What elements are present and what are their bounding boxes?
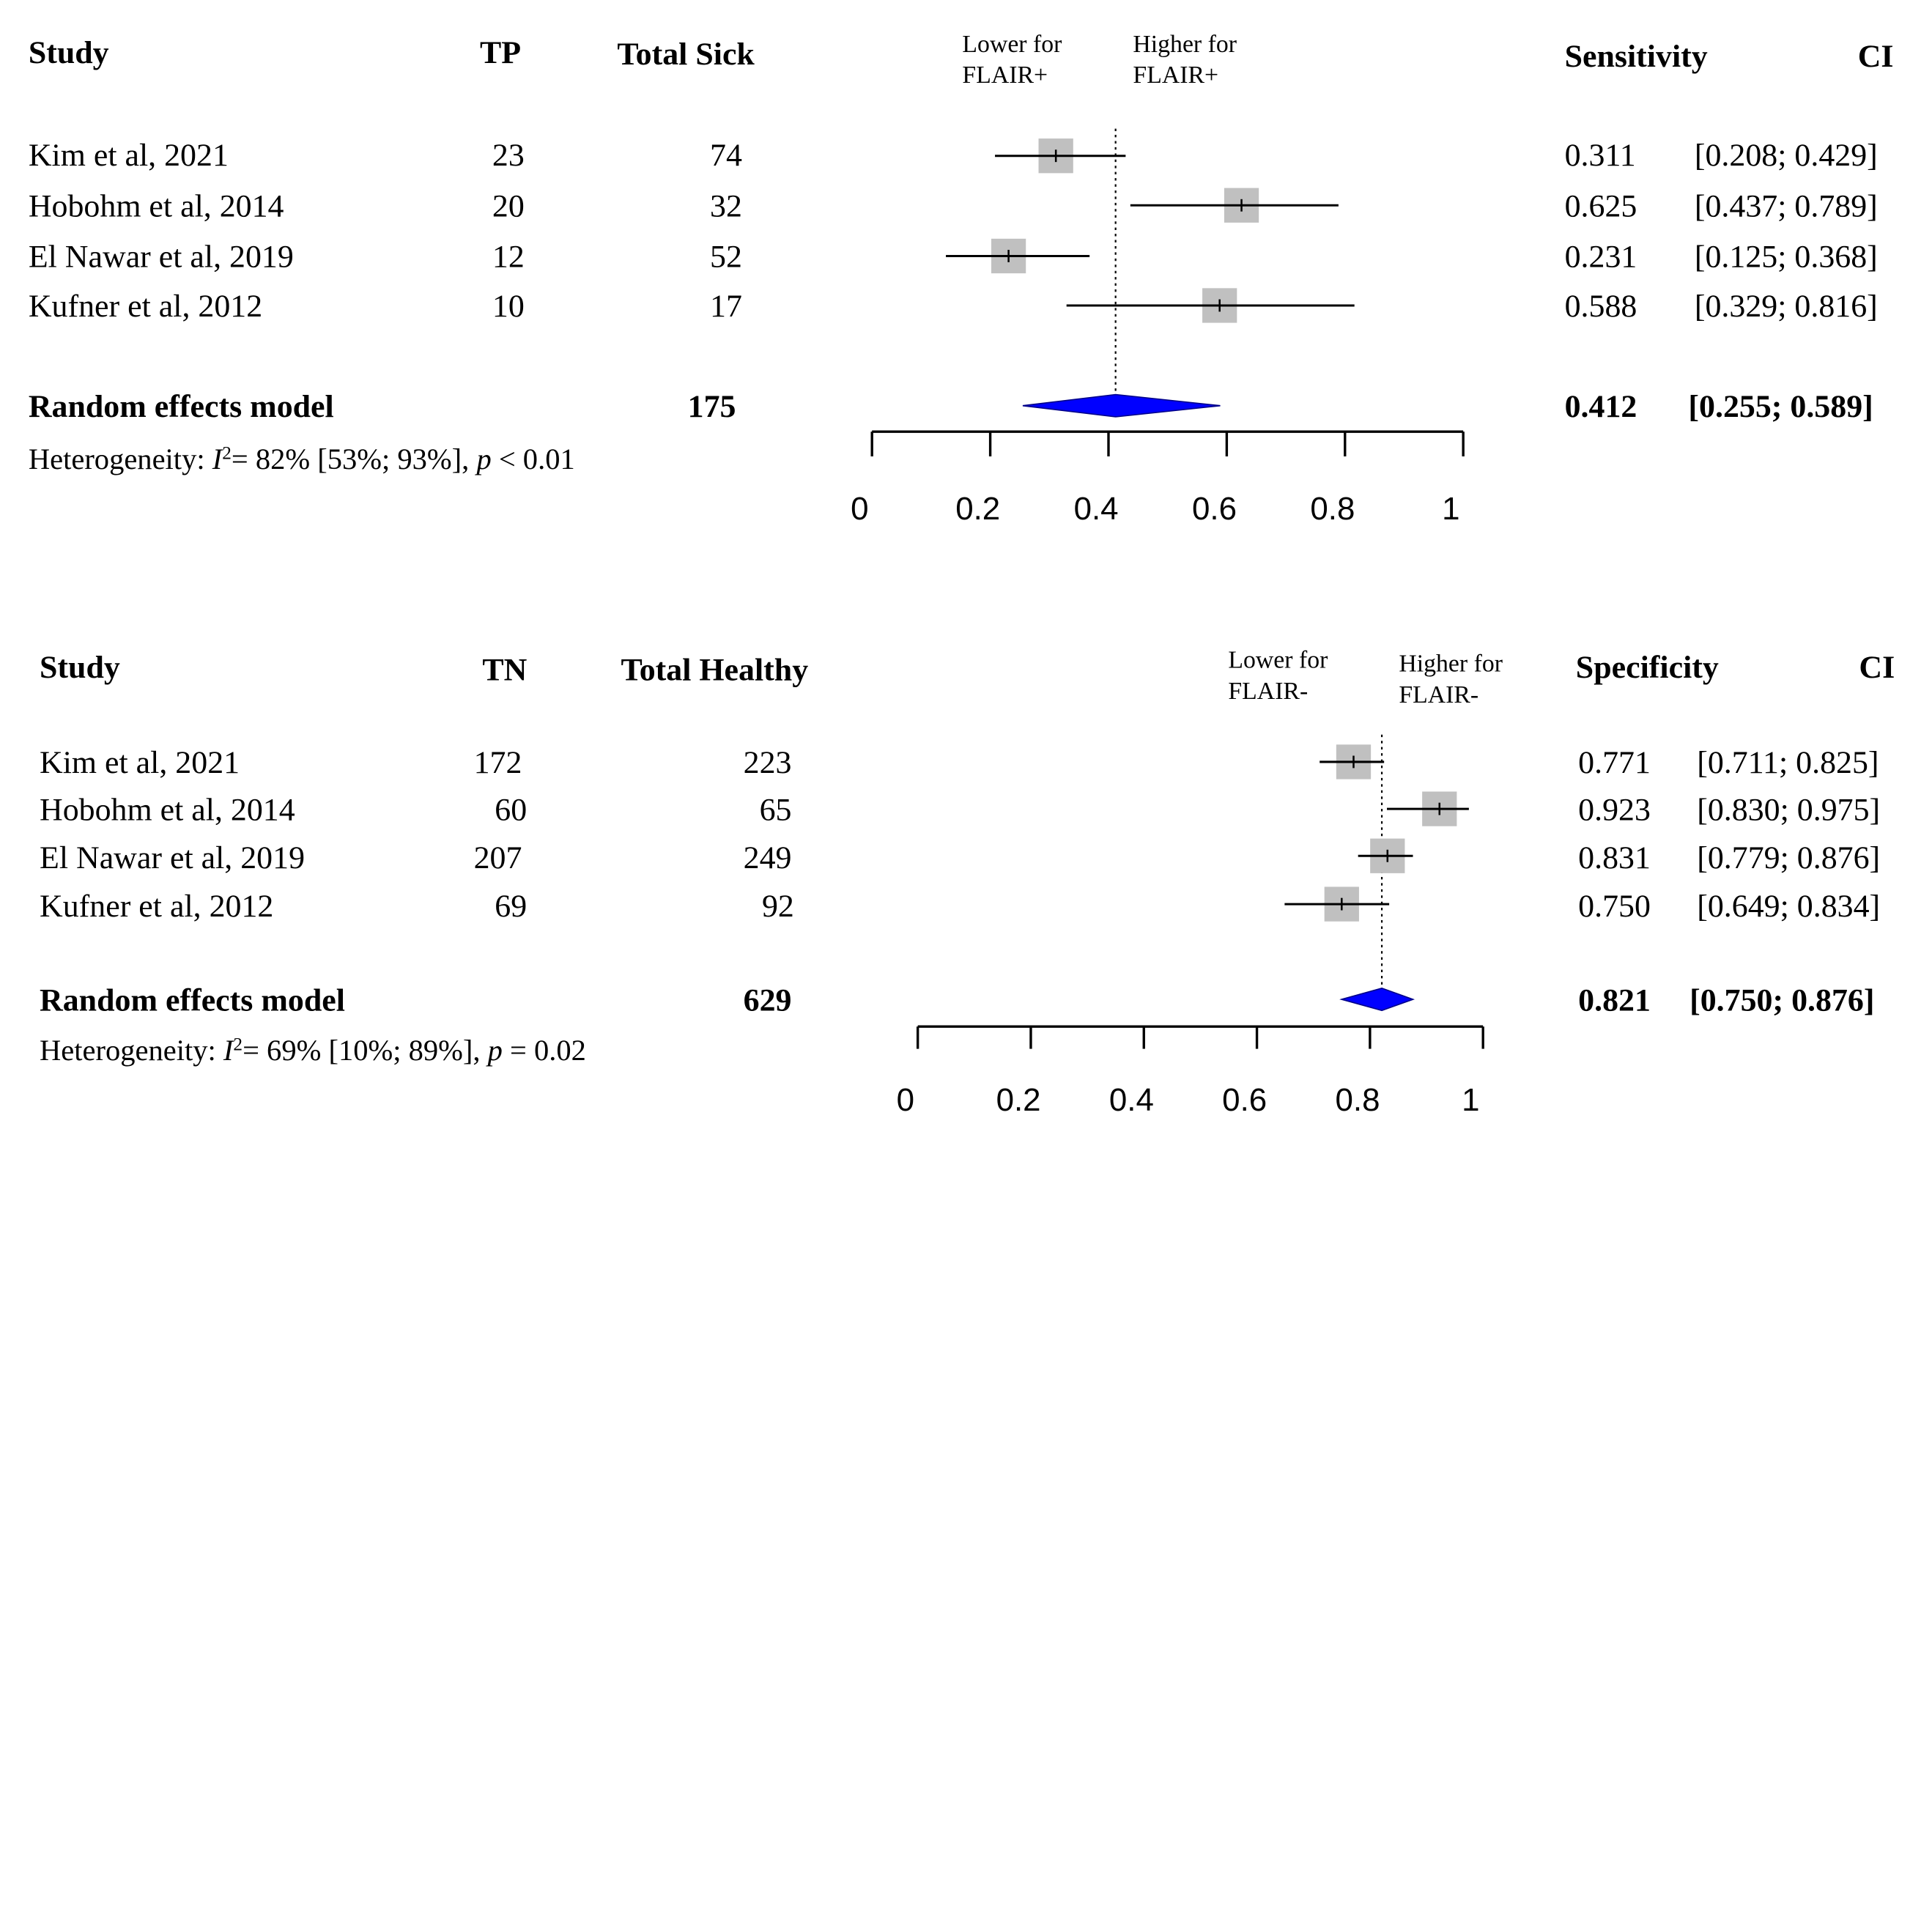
study-tp: 20 [492,188,525,224]
header-specificity: Specificity [1575,649,1719,686]
x-tick-label: 0.2 [955,491,1000,527]
i2-symbol: I [212,444,223,476]
study-ci: [0.437; 0.789] [1694,188,1878,224]
study-name: Hobohm et al, 2014 [28,188,284,224]
pooled-sensitivity: 0.412 [1564,388,1637,425]
study-name: Kufner et al, 2012 [28,288,263,325]
p-symbol: p [476,444,492,476]
study-tn: 69 [495,888,528,925]
i2-superscript: 2 [222,444,232,464]
pooled-total: 175 [687,388,736,425]
study-total: 74 [710,137,742,174]
x-tick-label: 0 [897,1082,914,1118]
study-total: 92 [761,888,794,925]
label-higher-for-flair-plus: Higher for FLAIR+ [1133,31,1237,89]
header-sensitivity: Sensitivity [1564,38,1708,75]
study-name: Hobohm et al, 2014 [40,791,295,828]
i2-superscript: 2 [233,1035,243,1056]
header-tn: TN [482,651,528,688]
study-total: 249 [743,840,792,876]
heterogeneity-prefix: Heterogeneity: [28,444,205,476]
study-ci: [0.779; 0.876] [1697,840,1881,876]
study-sensitivity: 0.311 [1564,137,1636,174]
study-tn: 60 [495,791,528,828]
study-specificity: 0.750 [1578,888,1651,925]
x-tick-label: 0.4 [1109,1082,1154,1118]
study-total: 52 [710,238,742,275]
label-lower-for-flair-minus: Lower for FLAIR- [1228,646,1328,706]
study-name: El Nawar et al, 2019 [40,840,306,876]
p-value: = 0.02 [510,1035,586,1067]
study-tn: 207 [473,840,522,876]
i2-value: = 69% [10%; 89%], [243,1035,481,1067]
x-tick-label: 0.8 [1335,1082,1380,1118]
header-tp: TP [480,34,522,71]
study-total: 17 [710,288,742,325]
study-name: Kim et al, 2021 [28,137,229,174]
pooled-diamond [1339,988,1415,1012]
x-tick-label: 1 [1442,491,1459,527]
pooled-label: Random effects model [28,388,334,425]
study-tp: 10 [492,288,525,325]
study-ci: [0.329; 0.816] [1694,288,1878,325]
header-total-sick: Total Sick [617,35,755,72]
p-symbol: p [487,1035,503,1067]
study-sensitivity: 0.588 [1564,288,1637,325]
study-ci: [0.830; 0.975] [1697,791,1881,828]
heterogeneity-text: Heterogeneity: I2= 82% [53%; 93%], p < 0… [29,445,575,475]
header-total-healthy: Total Healthy [621,651,809,688]
study-specificity: 0.771 [1578,744,1651,781]
x-tick-label: 0.8 [1310,491,1355,527]
study-tp: 23 [492,137,525,174]
sensitivity-plot-area: 0 0.2 0.4 0.6 0.8 1 [851,128,1465,527]
study-sensitivity: 0.625 [1564,188,1637,224]
study-specificity: 0.831 [1578,840,1651,876]
header-ci: CI [1859,649,1895,686]
pooled-ci: [0.255; 0.589] [1688,388,1873,425]
x-tick-label: 0 [851,491,868,527]
study-total: 223 [743,744,792,781]
specificity-plot-area: 0 0.2 0.4 0.6 0.8 1 [897,734,1484,1118]
study-total: 65 [759,791,792,828]
pooled-total: 629 [743,982,792,1018]
p-value: < 0.01 [498,444,575,476]
study-tn: 172 [473,744,522,781]
study-name: Kim et al, 2021 [40,744,240,781]
study-ci: [0.125; 0.368] [1694,238,1878,275]
x-tick-label: 0.4 [1074,491,1119,527]
study-ci: [0.649; 0.834] [1697,888,1881,925]
study-tp: 12 [492,238,525,275]
label-lower-for-flair-plus: Lower for FLAIR+ [962,31,1062,89]
header-ci: CI [1857,38,1894,75]
i2-value: = 82% [53%; 93%], [231,444,470,476]
study-ci: [0.208; 0.429] [1694,137,1878,174]
heterogeneity-prefix: Heterogeneity: [40,1035,216,1067]
header-study: Study [40,649,120,686]
pooled-ci: [0.750; 0.876] [1689,982,1875,1018]
x-tick-label: 0.6 [1222,1082,1267,1118]
study-total: 32 [710,188,742,224]
heterogeneity-text: Heterogeneity: I2= 69% [10%; 89%], p = 0… [40,1035,586,1067]
label-higher-for-flair-minus: Higher for FLAIR- [1399,651,1503,709]
study-ci: [0.711; 0.825] [1697,744,1879,781]
pooled-specificity: 0.821 [1578,982,1651,1018]
i2-symbol: I [223,1035,234,1067]
study-specificity: 0.923 [1578,791,1651,828]
x-tick-label: 0.2 [996,1082,1041,1118]
header-study: Study [28,34,109,71]
study-name: Kufner et al, 2012 [40,888,274,925]
x-tick-label: 0.6 [1192,491,1237,527]
pooled-label: Random effects model [40,982,345,1018]
pooled-diamond [1022,393,1221,418]
study-name: El Nawar et al, 2019 [28,238,294,275]
x-tick-label: 1 [1462,1082,1479,1118]
study-sensitivity: 0.231 [1564,238,1637,275]
